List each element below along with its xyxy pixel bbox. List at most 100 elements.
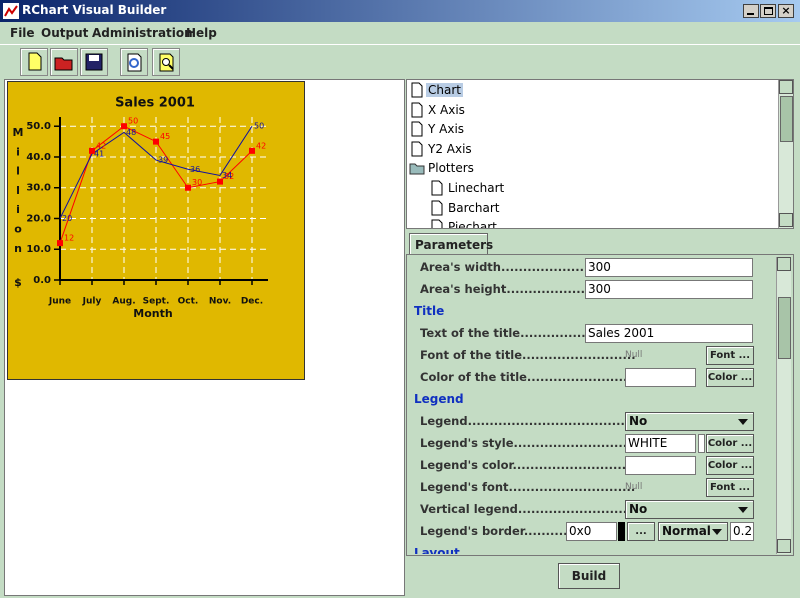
param-label: Vertical legend.........................… <box>420 502 632 516</box>
marker <box>217 178 223 185</box>
param-label: Legend's color.......................... <box>420 458 627 472</box>
select[interactable]: No <box>625 412 754 431</box>
folder-icon <box>409 163 425 175</box>
select[interactable]: No <box>625 500 754 519</box>
tree-label[interactable]: X Axis <box>428 102 465 117</box>
preview-button[interactable] <box>152 48 180 76</box>
text-field[interactable]: 0x0 <box>566 522 617 541</box>
document-icon <box>411 82 423 98</box>
menu-item[interactable]: Administration <box>92 26 193 40</box>
document-icon <box>431 200 443 216</box>
scroll-down[interactable] <box>779 213 793 227</box>
tree-label[interactable]: Y2 Axis <box>428 141 472 156</box>
new-button[interactable] <box>20 48 48 76</box>
tree-label[interactable]: Linechart <box>448 181 505 195</box>
color-field[interactable] <box>625 456 696 475</box>
marker <box>153 138 159 145</box>
tab[interactable]: Parameters <box>409 233 493 255</box>
document-icon <box>431 219 443 228</box>
x-tick-label: July <box>82 297 102 307</box>
text-field[interactable]: WHITE <box>625 434 696 453</box>
data-label: 34 <box>222 171 232 180</box>
color-button[interactable]: Color ... <box>706 368 754 387</box>
tree-label[interactable]: Plotters <box>428 161 474 176</box>
color-button[interactable]: Color ... <box>706 456 754 475</box>
param-label: Text of the title.......................… <box>420 326 630 340</box>
tree-label[interactable]: Chart <box>426 83 463 97</box>
null-value: Null <box>625 350 643 360</box>
tree-panel: Chart X Axis Y Axis Y2 Axis Plotters Linechar… <box>406 79 794 229</box>
document-icon <box>411 121 423 137</box>
scrollbar[interactable] <box>778 80 793 228</box>
color-button[interactable]: Color ... <box>706 434 754 453</box>
color-field[interactable] <box>625 368 696 387</box>
x-tick-label: Oct. <box>178 297 199 307</box>
null-value: Null <box>625 482 643 492</box>
scroll-thumb[interactable] <box>780 96 793 142</box>
data-label: 32 <box>224 172 234 181</box>
menu-item[interactable]: File <box>10 26 35 40</box>
minimize-button[interactable] <box>743 4 759 18</box>
separator <box>0 44 800 45</box>
data-label: 12 <box>64 234 74 243</box>
parameters-panel <box>406 254 794 556</box>
document-icon <box>411 141 423 157</box>
scroll-up[interactable] <box>777 257 791 271</box>
y-tick-label: 10.0 <box>26 244 51 255</box>
open-button[interactable] <box>50 48 78 76</box>
marker <box>89 147 95 154</box>
x-tick-label: Nov. <box>209 297 231 307</box>
text-field[interactable]: 300 <box>585 258 753 277</box>
data-label: 30 <box>192 178 202 187</box>
scroll-thumb[interactable] <box>778 297 791 359</box>
y-axis-unit: $ <box>14 276 22 289</box>
font-button[interactable]: Font ... <box>706 346 754 365</box>
section-title: Layout <box>414 546 460 554</box>
color-swatch <box>698 434 705 453</box>
data-label: 48 <box>126 128 136 137</box>
close-button[interactable]: × <box>778 4 794 18</box>
color-button[interactable]: ... <box>627 522 655 541</box>
x-tick-label: June <box>48 297 71 307</box>
scroll-down[interactable] <box>777 539 791 553</box>
tree-label[interactable]: Piechart <box>448 220 497 229</box>
y-tick-label: 20.0 <box>26 213 51 224</box>
data-label: 42 <box>96 141 106 150</box>
title-bar: RChart Visual Builder × <box>0 0 800 22</box>
scrollbar[interactable] <box>776 257 791 554</box>
data-label: 39 <box>158 156 168 165</box>
param-label: Area's height.......................... <box>420 282 620 296</box>
marker <box>121 123 127 130</box>
menu-item[interactable]: Help <box>186 26 217 40</box>
param-label: Area's width............................… <box>420 260 628 274</box>
y-tick-label: 0.0 <box>33 275 51 286</box>
tree-label[interactable]: Y Axis <box>428 122 465 137</box>
scroll-up[interactable] <box>779 80 793 94</box>
text-field[interactable]: Sales 2001 <box>585 324 753 343</box>
param-label: Legend..................................… <box>420 414 647 428</box>
maximize-button[interactable] <box>760 4 776 18</box>
save-button[interactable] <box>80 48 108 76</box>
text-field[interactable]: 0.2 <box>730 522 754 541</box>
font-button[interactable]: Font ... <box>706 478 754 497</box>
param-label: Legend's style.......................... <box>420 436 628 450</box>
select[interactable]: Normal <box>658 522 728 541</box>
data-label: 36 <box>190 165 200 174</box>
param-label: Legend's font...........................… <box>420 480 636 494</box>
tree-label[interactable]: Barchart <box>448 200 500 215</box>
data-label: 42 <box>256 141 266 150</box>
data-label: 50 <box>128 117 138 126</box>
x-tick-label: Dec. <box>241 297 263 307</box>
menu-item[interactable]: Output <box>41 26 89 40</box>
y-tick-label: 40.0 <box>26 152 51 163</box>
refresh-button[interactable] <box>120 48 148 76</box>
build-button[interactable]: Build <box>558 563 620 589</box>
window-title: RChart Visual Builder <box>22 3 167 17</box>
data-label: 41 <box>94 149 104 158</box>
app-icon <box>3 3 19 19</box>
marker <box>249 147 255 154</box>
text-field[interactable]: 300 <box>585 280 753 299</box>
data-label: 20 <box>62 214 72 223</box>
